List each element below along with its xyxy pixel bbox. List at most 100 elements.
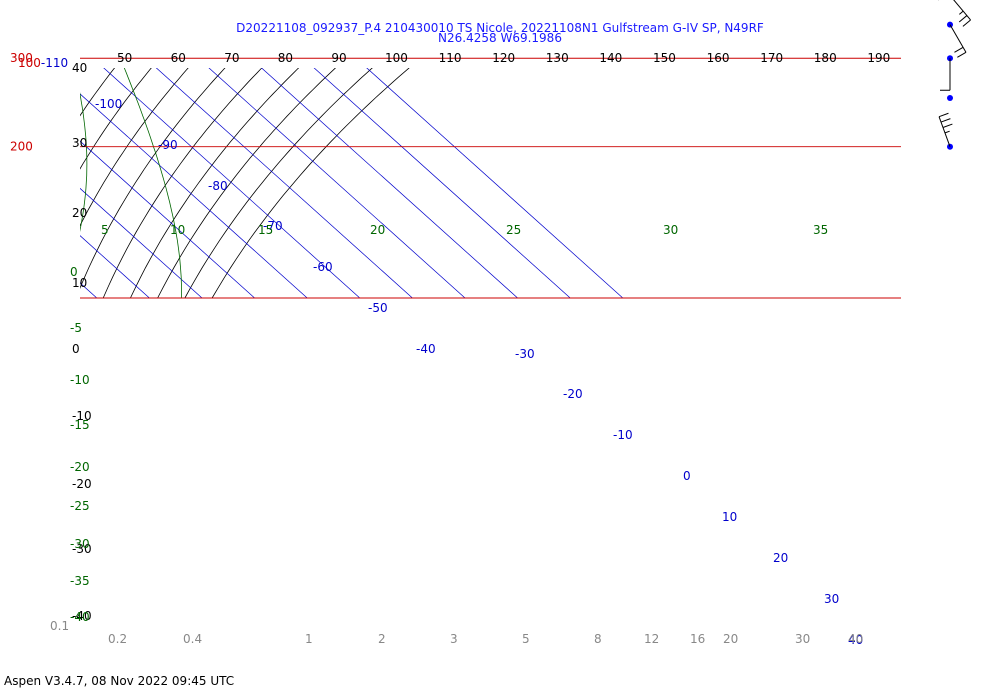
mixing-ratio-label: 3 [450, 632, 458, 646]
mixing-ratio-label: 8 [594, 632, 602, 646]
mixing-ratio-label: 0.1 [50, 619, 69, 633]
isotherm-label: -30 [515, 347, 535, 361]
dry-adiabat-line [80, 68, 226, 289]
mixing-ratio-label: 30 [795, 632, 810, 646]
top-axis-label: 160 [707, 51, 730, 65]
left-axis-label: 20 [72, 206, 87, 220]
top-axis-label: 100 [385, 51, 408, 65]
moist-adiabat-label-left: 0 [70, 265, 78, 279]
left-axis-label: -20 [72, 477, 92, 491]
isotherm-line [103, 68, 361, 299]
isotherm-label: 30 [824, 592, 839, 606]
wind-barb-flag [938, 112, 949, 118]
moist-adiabat-label: 15 [258, 223, 273, 237]
moist-adiabat-line [123, 68, 182, 299]
footer-version-date: Aspen V3.4.7, 08 Nov 2022 09:45 UTC [4, 674, 235, 688]
dry-adiabat-line [80, 68, 116, 117]
dry-adiabat-line [157, 68, 336, 299]
isotherm-label: -40 [416, 342, 436, 356]
isotherm-line [80, 93, 308, 299]
isotherm-label: -90 [158, 138, 178, 152]
wind-barb-flag [957, 51, 967, 58]
wind-barb-staff [953, 0, 971, 21]
moist-adiabat-label: 5 [101, 223, 109, 237]
wind-barb-half [959, 10, 964, 15]
top-axis-label: 50 [117, 51, 132, 65]
left-axis-label: -10 [72, 409, 92, 423]
top-axis-label: 170 [760, 51, 783, 65]
left-axis-label: -40 [72, 609, 92, 623]
moist-adiabat-label: 35 [813, 223, 828, 237]
isotherm-label: -50 [368, 301, 388, 315]
isotherm-label: -20 [563, 387, 583, 401]
mixing-ratio-label: 12 [644, 632, 659, 646]
left-axis-label: 10 [72, 276, 87, 290]
dry-adiabat-line [0, 0, 289, 298]
left-axis-label: -30 [72, 542, 92, 556]
mixing-ratio-label: 2 [378, 632, 386, 646]
dry-adiabat-line [0, 0, 396, 298]
top-axis-label: 60 [171, 51, 186, 65]
isotherm-label: -80 [208, 179, 228, 193]
mixing-ratio-label: 16 [690, 632, 705, 646]
moist-adiabat-label-left: -5 [70, 321, 82, 335]
wind-barb-flag [962, 19, 971, 27]
moist-adiabat-label-left: -25 [70, 499, 90, 513]
isotherm-line [261, 68, 518, 299]
moist-adiabat-label-left: -35 [70, 574, 90, 588]
top-axis-label: 150 [653, 51, 676, 65]
top-axis-label: 80 [278, 51, 293, 65]
wind-barb-flag [940, 118, 951, 123]
top-axis-label: 180 [814, 51, 837, 65]
top-axis-label: 130 [546, 51, 569, 65]
moist-adiabat-label: 20 [370, 223, 385, 237]
isotherm-label: -70 [263, 219, 283, 233]
moist-adiabat-label-left: -15 [70, 418, 90, 432]
isotherm-label: 40 [848, 633, 863, 647]
left-axis-label: 40 [72, 61, 87, 75]
moist-adiabat-label: 30 [663, 223, 678, 237]
moist-adiabat-label-left: -10 [70, 373, 90, 387]
isotherm-line [313, 68, 571, 299]
left-axis-label: 0 [72, 342, 80, 356]
wind-barb-flag [942, 123, 953, 128]
isotherm-label: -10 [613, 428, 633, 442]
mixing-ratio-label: 0.2 [108, 632, 127, 646]
isotherm-line [80, 187, 203, 299]
pressure-label: 400 [10, 0, 33, 2]
top-axis-label: 90 [331, 51, 346, 65]
mixing-ratio-label: 1 [305, 632, 313, 646]
mixing-ratio-label: 5 [522, 632, 530, 646]
isotherm-line [155, 68, 413, 299]
chart-title-line2: N26.4258 W69.1986 [438, 31, 562, 45]
dry-adiabat-line [211, 68, 410, 299]
wind-station-dot [947, 95, 953, 102]
top-axis-label: 190 [867, 51, 890, 65]
isotherm-label: 0 [683, 469, 691, 483]
isotherm-line [80, 140, 255, 299]
isotherm-line [366, 68, 624, 299]
isotherm-label: -100 [95, 97, 122, 111]
isotherm-label: -60 [313, 260, 333, 274]
dry-adiabat-line [80, 68, 189, 227]
moist-adiabat-label-left: -30 [70, 537, 90, 551]
moist-adiabat-label: 10 [170, 223, 185, 237]
dry-adiabat-line [0, 0, 236, 298]
top-axis-label: 120 [492, 51, 515, 65]
left-axis-label: 30 [72, 136, 87, 150]
top-axis-label: 140 [599, 51, 622, 65]
chart-title-line1: D20221108_092937_P.4 210430010 TS Nicole… [236, 21, 764, 35]
wind-barb-flag [954, 46, 964, 53]
mixing-ratio-label: 0.4 [183, 632, 202, 646]
dry-adiabat-line [80, 68, 152, 170]
pressure-label: 300 [10, 51, 33, 65]
pressure-label: 200 [10, 140, 33, 154]
moist-adiabat-label: 25 [506, 223, 521, 237]
moist-adiabat-label-left: -20 [70, 460, 90, 474]
top-axis-label: 70 [224, 51, 239, 65]
mixing-ratio-label: 40 [848, 632, 863, 646]
isotherm-label: 10 [722, 510, 737, 524]
dry-adiabat-line [102, 68, 263, 299]
dry-adiabat-line [184, 68, 373, 299]
